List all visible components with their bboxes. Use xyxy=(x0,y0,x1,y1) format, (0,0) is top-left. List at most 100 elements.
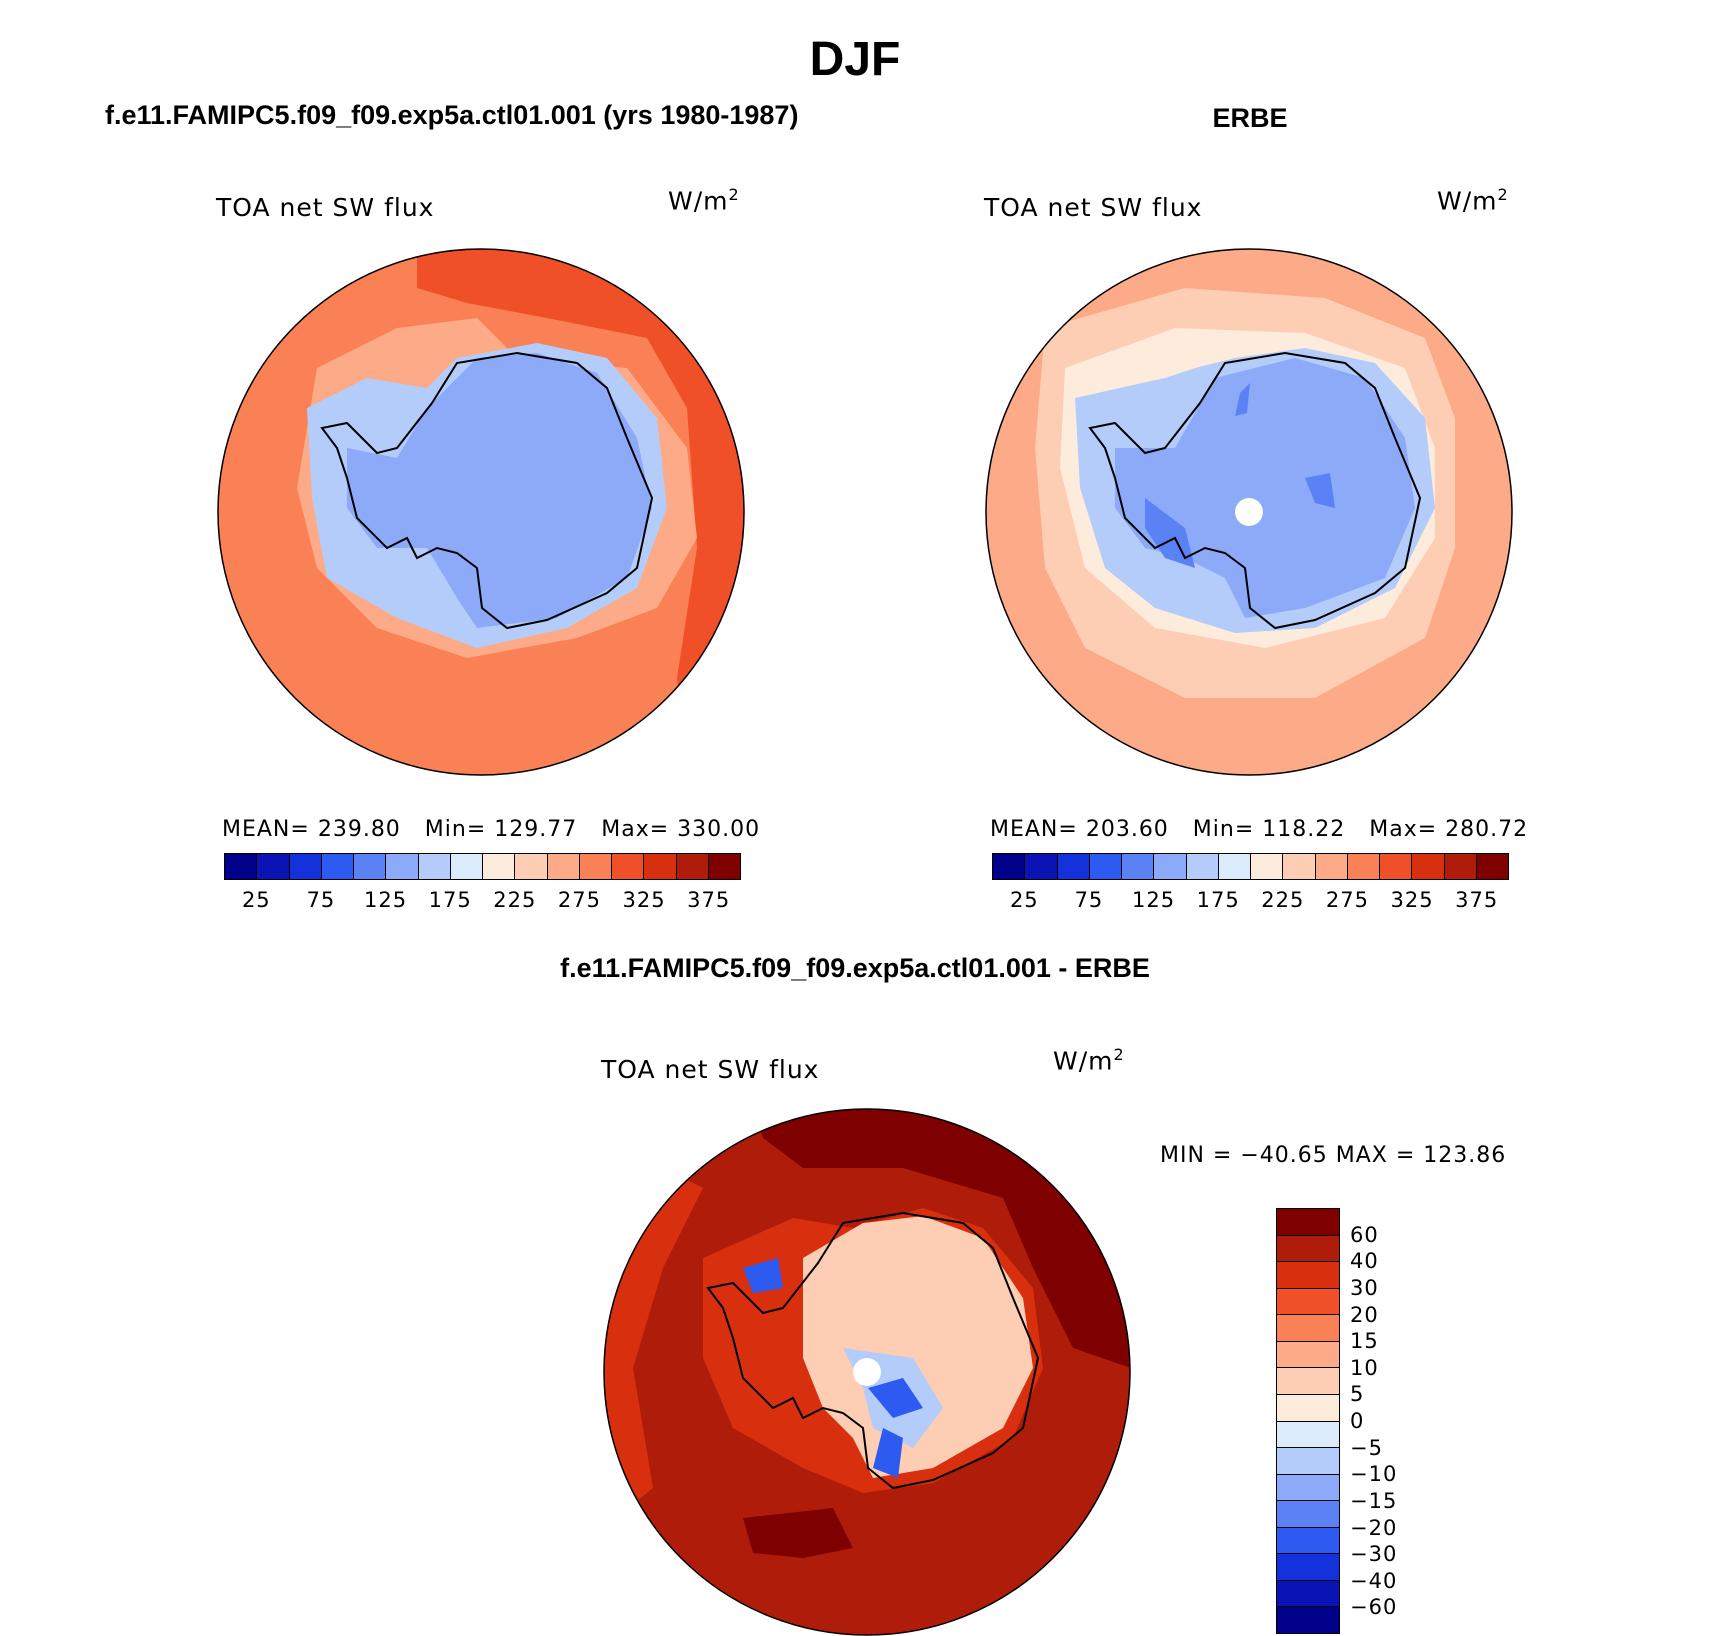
colorbar-swatch xyxy=(1277,1607,1339,1633)
colorbar-tick-label: 125 xyxy=(364,888,408,912)
diff-pole-hole xyxy=(853,1358,881,1386)
colorbar-swatch xyxy=(1476,854,1508,879)
obs-colorbar-ticks: 25 75 125 175 225 275 325 375 xyxy=(992,888,1509,914)
diff-units-label: W/m2 xyxy=(1053,1045,1125,1076)
colorbar-swatch xyxy=(547,854,580,879)
colorbar-tick-label: −15 xyxy=(1350,1488,1398,1513)
diff-stats: MIN = −40.65 MAX = 123.86 xyxy=(1160,1143,1507,1168)
colorbar-swatch xyxy=(1412,854,1445,879)
colorbar-tick-label: 175 xyxy=(428,888,472,912)
colorbar-tick-label: 0 xyxy=(1350,1409,1365,1433)
colorbar-swatch xyxy=(321,854,354,879)
colorbar-tick-label: 30 xyxy=(1350,1275,1379,1300)
model-coastline xyxy=(320,351,654,630)
colorbar-swatch xyxy=(993,854,1026,879)
obs-deep-region-3 xyxy=(1235,383,1250,416)
colorbar-tick-label: 60 xyxy=(1350,1222,1379,1247)
colorbar-swatch xyxy=(1277,1209,1339,1236)
colorbar-swatch xyxy=(1277,1394,1339,1422)
colorbar-swatch xyxy=(1089,854,1122,879)
colorbar-tick-label: 5 xyxy=(1350,1382,1365,1407)
colorbar-swatch xyxy=(1347,854,1380,879)
colorbar-swatch xyxy=(1315,854,1348,879)
colorbar-swatch xyxy=(225,854,258,879)
colorbar-swatch xyxy=(676,854,709,879)
model-polar-map xyxy=(217,248,745,776)
diff-neg-strong-2 xyxy=(743,1258,783,1293)
colorbar-swatch xyxy=(1277,1448,1339,1475)
colorbar-tick-label: −5 xyxy=(1350,1435,1383,1460)
model-colorbar xyxy=(224,853,741,880)
obs-deep-region-2 xyxy=(1305,473,1335,508)
colorbar-swatch xyxy=(708,854,740,879)
diff-neg-strong-1 xyxy=(868,1378,923,1418)
colorbar-swatch xyxy=(612,854,645,879)
colorbar-swatch xyxy=(450,854,483,879)
diff-land-region xyxy=(803,1216,1033,1478)
colorbar-swatch xyxy=(1444,854,1477,879)
colorbar-swatch xyxy=(1277,1341,1339,1369)
model-ice-sheet xyxy=(347,353,652,628)
colorbar-tick-label: 25 xyxy=(241,888,271,912)
obs-deep-region-1 xyxy=(1145,498,1195,568)
colorbar-tick-label: 15 xyxy=(1350,1329,1379,1354)
diff-neg-strong-3 xyxy=(873,1428,903,1478)
colorbar-swatch xyxy=(1186,854,1219,879)
colorbar-swatch xyxy=(386,854,419,879)
colorbar-swatch xyxy=(579,854,612,879)
colorbar-swatch xyxy=(1057,854,1090,879)
model-colorbar-ticks: 25 75 125 175 225 275 325 375 xyxy=(224,888,741,914)
colorbar-tick-label: −20 xyxy=(1350,1515,1398,1540)
colorbar-tick-label: 75 xyxy=(306,888,336,912)
colorbar-swatch xyxy=(483,854,516,879)
diff-polar-map xyxy=(603,1108,1131,1636)
obs-stats: MEAN= 203.60 Min= 118.22 Max= 280.72 xyxy=(990,817,1529,842)
diff-max-region-top xyxy=(753,1109,1130,1368)
obs-polar-map xyxy=(985,248,1513,776)
colorbar-tick-label: 325 xyxy=(1390,888,1434,912)
diff-panel-title: f.e11.FAMIPC5.f09_f09.exp5a.ctl01.001 - … xyxy=(560,953,1150,983)
colorbar-swatch xyxy=(1154,854,1187,879)
colorbar-tick-label: 125 xyxy=(1132,888,1176,912)
colorbar-tick-label: 75 xyxy=(1074,888,1104,912)
colorbar-swatch xyxy=(257,854,290,879)
colorbar-swatch xyxy=(354,854,387,879)
diff-coastline xyxy=(706,1211,1040,1490)
diff-colorbar-ticks: 60 40 30 20 15 10 5 0 −5 −10 −15 −20 −30 −40 −60 xyxy=(1350,1208,1430,1634)
colorbar-tick-label: 275 xyxy=(557,888,601,912)
obs-coastline xyxy=(1088,351,1422,630)
model-stats: MEAN= 239.80 Min= 129.77 Max= 330.00 xyxy=(222,817,761,842)
obs-panel-title: ERBE xyxy=(1212,103,1288,133)
colorbar-swatch xyxy=(1122,854,1155,879)
colorbar-swatch xyxy=(1277,1580,1339,1608)
colorbar-tick-label: 175 xyxy=(1196,888,1240,912)
colorbar-swatch xyxy=(1218,854,1251,879)
colorbar-swatch xyxy=(418,854,451,879)
colorbar-tick-label: −60 xyxy=(1350,1595,1398,1620)
colorbar-swatch xyxy=(1025,854,1058,879)
obs-units-label: W/m2 xyxy=(1437,185,1509,216)
colorbar-tick-label: 375 xyxy=(687,888,731,912)
colorbar-tick-label: 275 xyxy=(1325,888,1369,912)
model-units-label: W/m2 xyxy=(668,185,740,216)
colorbar-tick-label: −30 xyxy=(1350,1542,1398,1567)
colorbar-tick-label: −40 xyxy=(1350,1568,1398,1593)
colorbar-tick-label: 40 xyxy=(1350,1249,1379,1274)
colorbar-swatch xyxy=(1277,1527,1339,1555)
colorbar-tick-label: 375 xyxy=(1455,888,1499,912)
colorbar-swatch xyxy=(1277,1421,1339,1449)
colorbar-swatch xyxy=(1277,1235,1339,1263)
model-variable-label: TOA net SW flux xyxy=(216,193,435,222)
colorbar-swatch xyxy=(1283,854,1316,879)
colorbar-tick-label: 25 xyxy=(1009,888,1039,912)
colorbar-swatch xyxy=(1251,854,1284,879)
colorbar-swatch xyxy=(1277,1368,1339,1395)
diff-max-region-bottom xyxy=(743,1508,853,1558)
colorbar-tick-label: 325 xyxy=(622,888,666,912)
colorbar-swatch xyxy=(1277,1474,1339,1502)
colorbar-tick-label: 225 xyxy=(493,888,537,912)
colorbar-tick-label: 20 xyxy=(1350,1302,1379,1327)
colorbar-swatch xyxy=(1277,1501,1339,1528)
diff-variable-label: TOA net SW flux xyxy=(601,1055,820,1084)
colorbar-tick-label: 225 xyxy=(1261,888,1305,912)
